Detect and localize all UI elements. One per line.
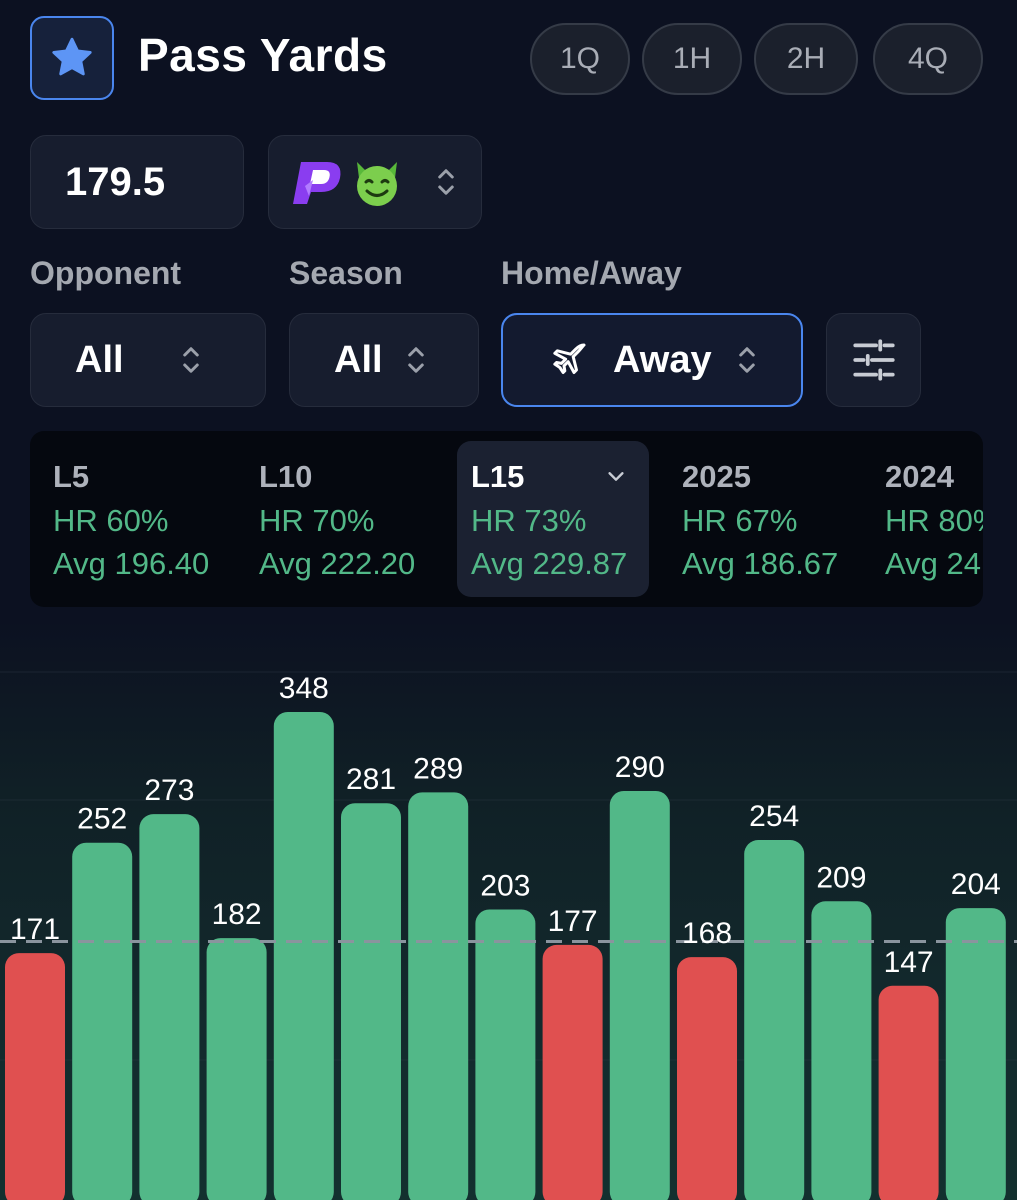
bar-7[interactable] bbox=[408, 792, 469, 1200]
p-logo-icon bbox=[293, 162, 341, 204]
chevron-up-down-icon bbox=[438, 169, 454, 195]
stat-card-l10[interactable]: L10 HR 70% Avg 222.20 bbox=[259, 441, 449, 597]
chevron-up-down-icon bbox=[407, 347, 424, 373]
period-1h-button[interactable]: 1H bbox=[642, 23, 742, 95]
sliders-icon bbox=[852, 339, 895, 381]
bar-12[interactable] bbox=[744, 840, 805, 1200]
stat-hit-rate: HR 80% bbox=[885, 503, 983, 538]
bar-value-label-8: 203 bbox=[480, 869, 530, 902]
bar-13[interactable] bbox=[811, 901, 872, 1200]
chart-value-labels: 171 252 273 182 348 281 289 203 177 290 168 254 209 1… bbox=[10, 672, 1001, 979]
season-select[interactable]: All bbox=[289, 313, 479, 407]
bar-value-label-14: 147 bbox=[884, 946, 934, 979]
bar-value-label-4: 182 bbox=[212, 898, 262, 931]
airplane-icon bbox=[553, 343, 586, 374]
stat-name: 2025 bbox=[682, 459, 751, 494]
star-icon bbox=[52, 37, 92, 76]
stat-name-text: L15 bbox=[471, 459, 525, 494]
bar-4[interactable] bbox=[206, 938, 267, 1200]
bar-9[interactable] bbox=[542, 944, 603, 1200]
opponent-select[interactable]: All bbox=[30, 313, 266, 407]
line-input[interactable]: 179.5 bbox=[30, 135, 244, 229]
bar-3[interactable] bbox=[139, 814, 200, 1200]
bar-6[interactable] bbox=[341, 803, 401, 1200]
stat-card-2024[interactable]: 2024 HR 80% Avg 24 bbox=[885, 441, 983, 597]
bar-value-label-3: 273 bbox=[144, 774, 194, 807]
home-away-value: Away bbox=[613, 338, 712, 381]
bar-1[interactable] bbox=[5, 953, 65, 1200]
opponent-value: All bbox=[75, 338, 124, 381]
stat-name: 2024 bbox=[885, 459, 954, 494]
bar-value-label-6: 281 bbox=[346, 763, 396, 796]
stat-average: Avg 196.40 bbox=[53, 546, 210, 581]
filter-settings-button[interactable] bbox=[826, 313, 921, 407]
sportsbook-select[interactable] bbox=[268, 135, 482, 229]
stat-average: Avg 222.20 bbox=[259, 546, 416, 581]
bar-value-label-10: 290 bbox=[615, 751, 665, 784]
opponent-label: Opponent bbox=[30, 255, 182, 291]
bar-value-label-15: 204 bbox=[951, 868, 1001, 901]
stat-hit-rate: HR 70% bbox=[259, 503, 375, 538]
bar-2[interactable] bbox=[72, 842, 133, 1200]
chart-bars bbox=[5, 711, 1006, 1200]
stat-name: L10 bbox=[259, 459, 313, 494]
home-away-label: Home/Away bbox=[501, 255, 682, 291]
stat-card-2025[interactable]: 2025 HR 67% Avg 186.67 bbox=[682, 441, 872, 597]
season-label: Season bbox=[289, 255, 403, 291]
chevron-down-icon bbox=[608, 472, 624, 481]
stat-average: Avg 186.67 bbox=[682, 546, 839, 581]
bar-value-label-12: 254 bbox=[749, 800, 799, 833]
season-value: All bbox=[334, 338, 383, 381]
period-4q-button[interactable]: 4Q bbox=[873, 23, 983, 95]
chevron-up-down-icon bbox=[738, 347, 755, 373]
line-value: 179.5 bbox=[65, 159, 166, 204]
favorite-button[interactable] bbox=[30, 16, 114, 100]
chevron-up-down-icon bbox=[182, 347, 199, 373]
stat-card-l5[interactable]: L5 HR 60% Avg 196.40 bbox=[53, 441, 243, 597]
bar-value-label-11: 168 bbox=[682, 917, 732, 950]
bar-11[interactable] bbox=[677, 957, 737, 1200]
stat-average: Avg 24 bbox=[885, 546, 981, 581]
stat-hit-rate: HR 67% bbox=[682, 503, 798, 538]
bar-value-label-5: 348 bbox=[279, 672, 329, 705]
bar-14[interactable] bbox=[878, 985, 939, 1200]
bar-5[interactable] bbox=[273, 711, 334, 1200]
bar-value-label-7: 289 bbox=[413, 752, 463, 785]
page-title: Pass Yards bbox=[138, 29, 388, 81]
stat-average: Avg 229.87 bbox=[471, 546, 628, 581]
stat-name: L15 bbox=[471, 459, 649, 503]
stat-hit-rate: HR 73% bbox=[471, 503, 587, 538]
bar-15[interactable] bbox=[945, 908, 1006, 1200]
bar-value-label-13: 209 bbox=[816, 861, 866, 894]
bar-10[interactable] bbox=[609, 790, 670, 1200]
bar-value-label-1: 171 bbox=[10, 913, 60, 946]
bar-value-label-9: 177 bbox=[548, 905, 598, 938]
bar-8[interactable] bbox=[475, 909, 536, 1200]
devil-emoji-icon bbox=[357, 162, 397, 206]
period-1q-button[interactable]: 1Q bbox=[530, 23, 630, 95]
split-stats-strip[interactable]: L5 HR 60% Avg 196.40 L10 HR 70% Avg 222.… bbox=[30, 431, 983, 607]
bar-value-label-2: 252 bbox=[77, 803, 127, 836]
stat-hit-rate: HR 60% bbox=[53, 503, 169, 538]
stat-card-l15[interactable]: L15 HR 73% Avg 229.87 bbox=[457, 441, 649, 597]
game-log-bar-chart[interactable]: 171 252 273 182 348 281 289 203 177 290 168 254 209 1… bbox=[0, 620, 1017, 1200]
period-2h-button[interactable]: 2H bbox=[754, 23, 858, 95]
stat-name: L5 bbox=[53, 459, 90, 494]
home-away-select[interactable]: Away bbox=[501, 313, 803, 407]
